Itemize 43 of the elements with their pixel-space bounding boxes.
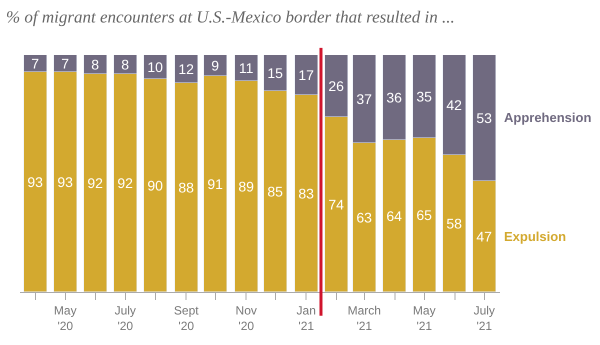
data-label: 37	[356, 90, 372, 107]
x-tick-label: July '21	[474, 303, 495, 333]
data-label: 7	[61, 55, 70, 72]
x-tick-label: May '21	[412, 303, 436, 333]
data-label: 88	[178, 179, 194, 196]
data-label: 92	[117, 174, 134, 191]
data-label: 53	[476, 110, 492, 126]
x-tick-label: May '20	[54, 303, 77, 333]
data-label: 58	[446, 215, 462, 232]
data-label: 92	[87, 174, 104, 191]
data-label: 93	[27, 174, 44, 190]
data-label: 8	[91, 56, 100, 72]
data-label: 8	[121, 56, 130, 72]
data-label: 10	[147, 58, 164, 75]
series-label: Apprehension	[504, 110, 592, 125]
x-tick-label: Sept '20	[174, 303, 200, 333]
data-label: 93	[57, 174, 74, 190]
data-label: 9	[211, 57, 220, 74]
data-label: 11	[238, 60, 254, 76]
data-label: 36	[386, 89, 402, 106]
data-label: 85	[267, 183, 284, 200]
data-label: 47	[476, 228, 492, 244]
data-label: 15	[267, 64, 284, 81]
data-label: 63	[356, 209, 372, 226]
data-label: 64	[386, 208, 402, 224]
data-label: 26	[328, 78, 344, 94]
x-tick-label: Nov '20	[236, 303, 257, 333]
data-label: 65	[416, 206, 432, 223]
data-label: 90	[147, 177, 164, 194]
chart-title: % of migrant encounters at U.S.-Mexico border that resulted in ...	[6, 7, 455, 26]
data-label: 89	[238, 178, 254, 194]
data-label: 83	[298, 185, 314, 202]
data-label: 91	[207, 176, 224, 192]
series-label: Expulsion	[504, 229, 566, 244]
data-label: 74	[328, 196, 344, 212]
x-tick-label: March '21	[348, 303, 381, 333]
x-tick-label: July '20	[114, 303, 136, 333]
data-label: 17	[298, 66, 314, 83]
data-label: 7	[31, 55, 40, 72]
data-label: 42	[446, 96, 462, 113]
data-label: 35	[416, 88, 432, 104]
data-label: 12	[178, 60, 194, 77]
x-tick-label: Jan '21	[296, 303, 316, 333]
